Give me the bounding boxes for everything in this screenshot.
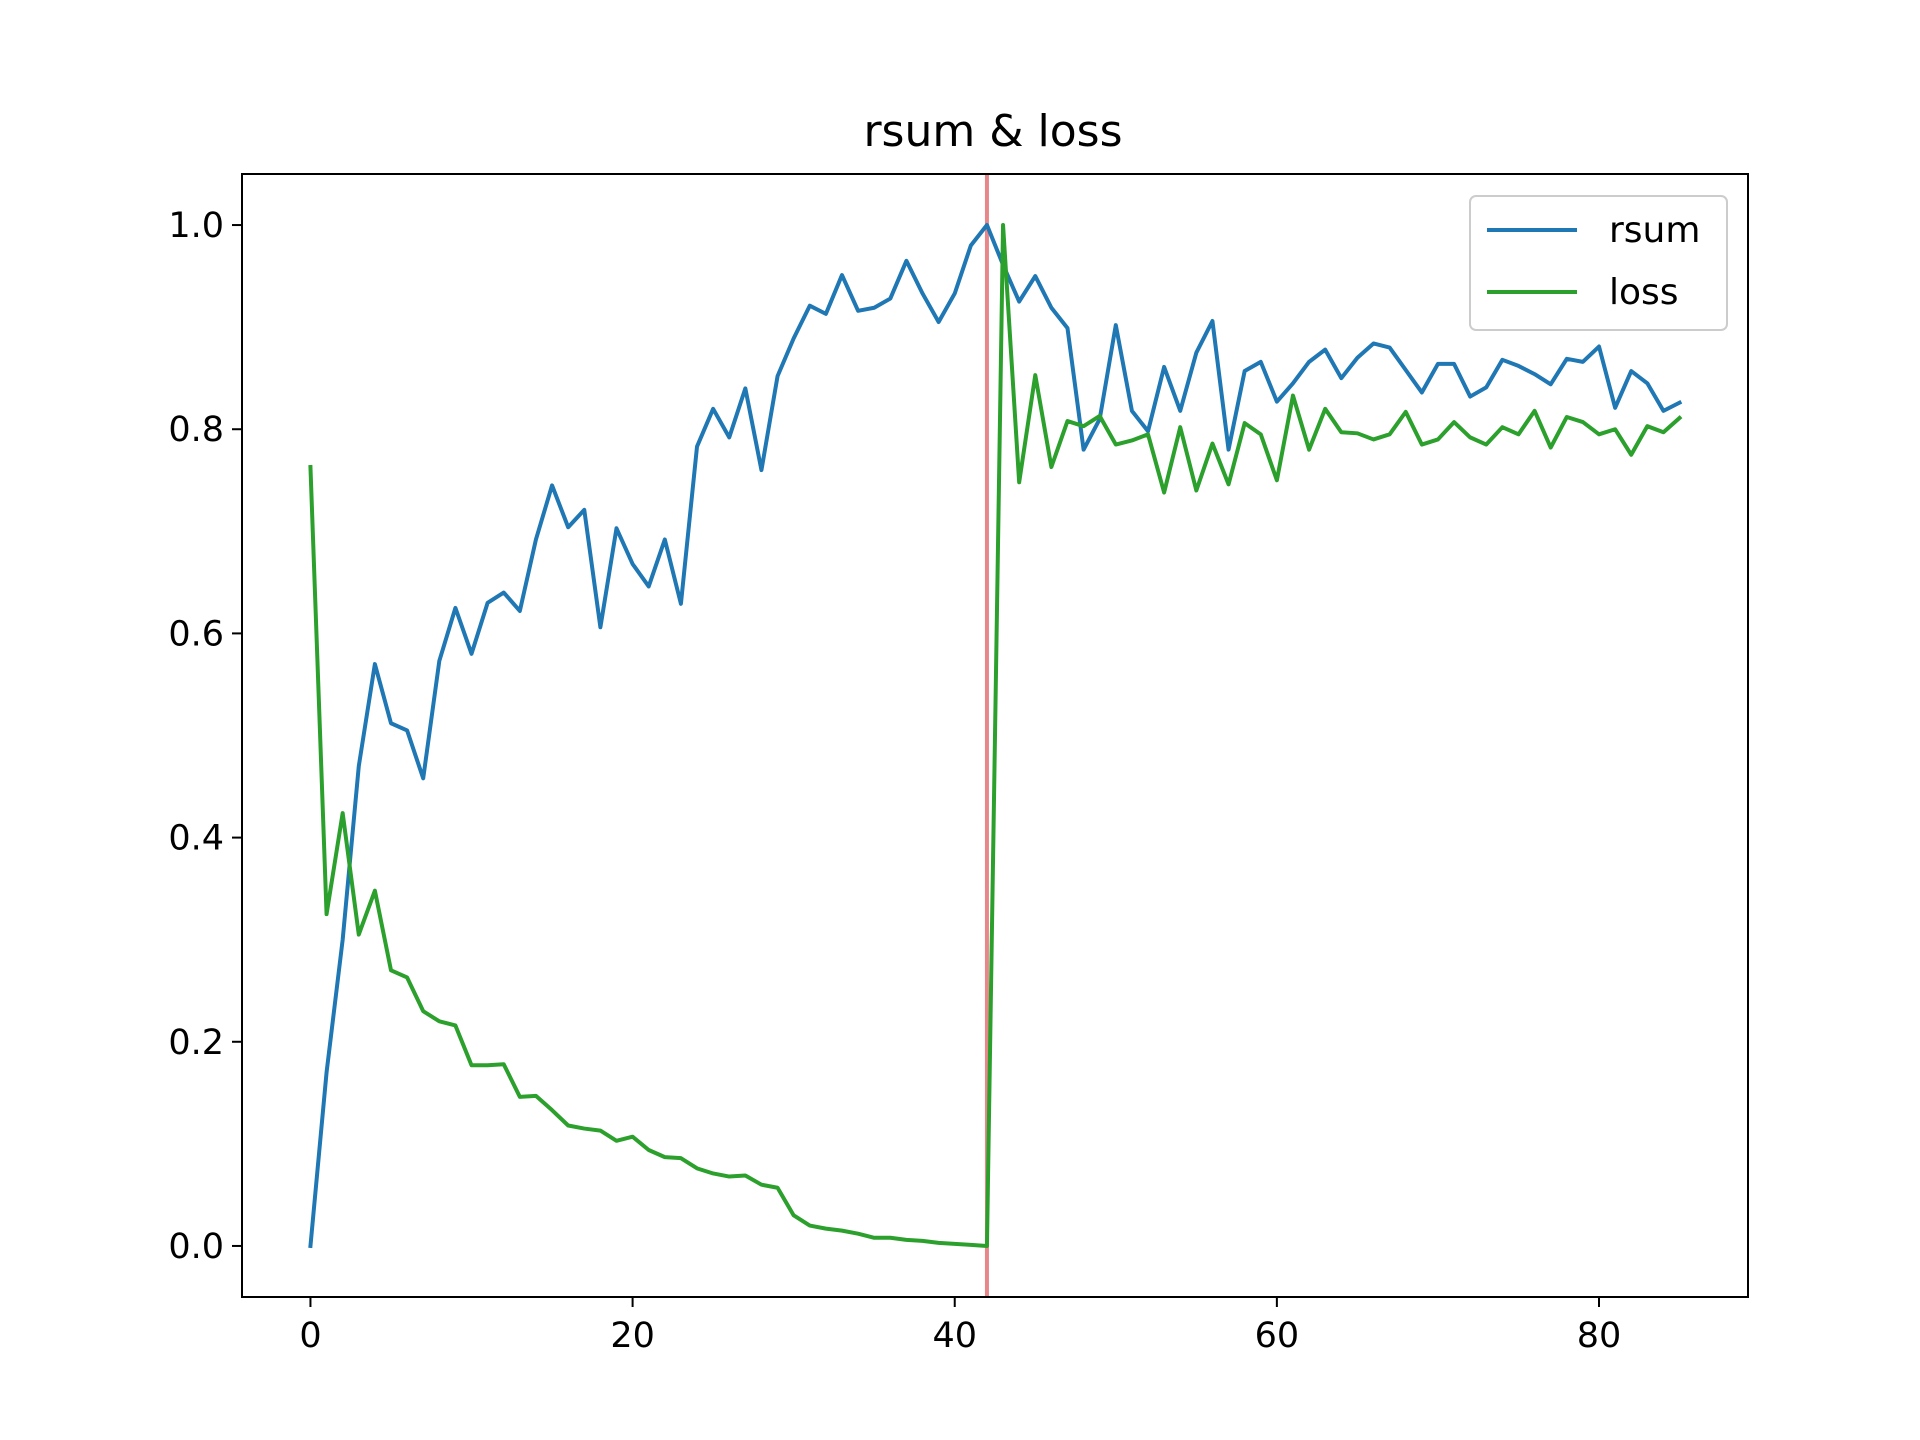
legend: rsum loss (1469, 195, 1728, 331)
x-axis-ticks: 0 20 40 60 80 (299, 1297, 1621, 1356)
y-tick-label: 1.0 (168, 206, 224, 246)
chart-title: rsum & loss (863, 106, 1122, 157)
legend-label-rsum: rsum (1609, 210, 1700, 251)
y-tick-label: 0.8 (168, 410, 224, 450)
x-tick-label: 40 (932, 1316, 977, 1356)
plot-area (308, 174, 1683, 1297)
y-tick-label: 0.6 (168, 614, 224, 654)
x-tick-label: 0 (299, 1316, 321, 1356)
x-tick-label: 80 (1577, 1316, 1622, 1356)
x-tick-label: 60 (1255, 1316, 1300, 1356)
y-axis-ticks: 0.0 0.2 0.4 0.6 0.8 1.0 (168, 206, 242, 1267)
y-tick-label: 0.0 (168, 1227, 224, 1267)
y-tick-label: 0.2 (168, 1023, 224, 1063)
x-tick-label: 20 (610, 1316, 655, 1356)
legend-label-loss: loss (1609, 272, 1679, 313)
plot-frame (241, 173, 1749, 1298)
series-line-loss (308, 223, 1683, 1248)
series-line-rsum (308, 223, 1683, 1249)
y-tick-label: 0.4 (168, 819, 224, 859)
